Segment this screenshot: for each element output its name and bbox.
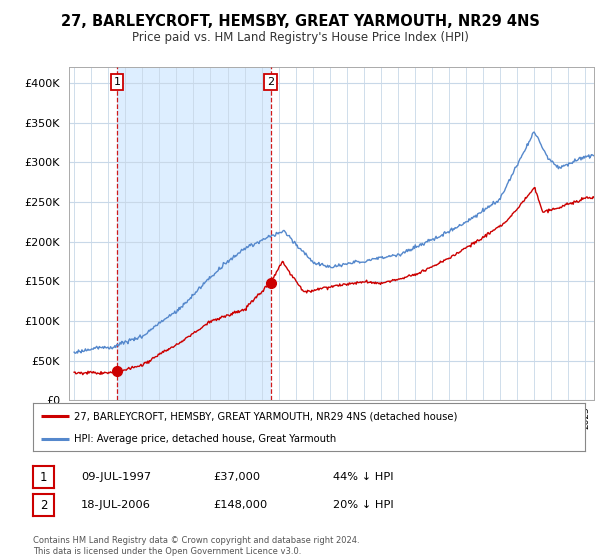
Text: Price paid vs. HM Land Registry's House Price Index (HPI): Price paid vs. HM Land Registry's House … xyxy=(131,31,469,44)
Text: 2: 2 xyxy=(40,498,47,512)
Text: 20% ↓ HPI: 20% ↓ HPI xyxy=(333,500,394,510)
Text: 1: 1 xyxy=(40,470,47,484)
Text: Contains HM Land Registry data © Crown copyright and database right 2024.
This d: Contains HM Land Registry data © Crown c… xyxy=(33,536,359,556)
Text: 44% ↓ HPI: 44% ↓ HPI xyxy=(333,472,394,482)
Bar xyxy=(117,67,271,400)
Text: £148,000: £148,000 xyxy=(213,500,267,510)
Text: 09-JUL-1997: 09-JUL-1997 xyxy=(81,472,151,482)
Text: HPI: Average price, detached house, Great Yarmouth: HPI: Average price, detached house, Grea… xyxy=(74,434,337,444)
Text: 27, BARLEYCROFT, HEMSBY, GREAT YARMOUTH, NR29 4NS: 27, BARLEYCROFT, HEMSBY, GREAT YARMOUTH,… xyxy=(61,14,539,29)
Text: £37,000: £37,000 xyxy=(213,472,260,482)
Text: 27, BARLEYCROFT, HEMSBY, GREAT YARMOUTH, NR29 4NS (detached house): 27, BARLEYCROFT, HEMSBY, GREAT YARMOUTH,… xyxy=(74,411,458,421)
Text: 2: 2 xyxy=(267,77,274,87)
Text: 18-JUL-2006: 18-JUL-2006 xyxy=(81,500,151,510)
Text: 1: 1 xyxy=(113,77,121,87)
